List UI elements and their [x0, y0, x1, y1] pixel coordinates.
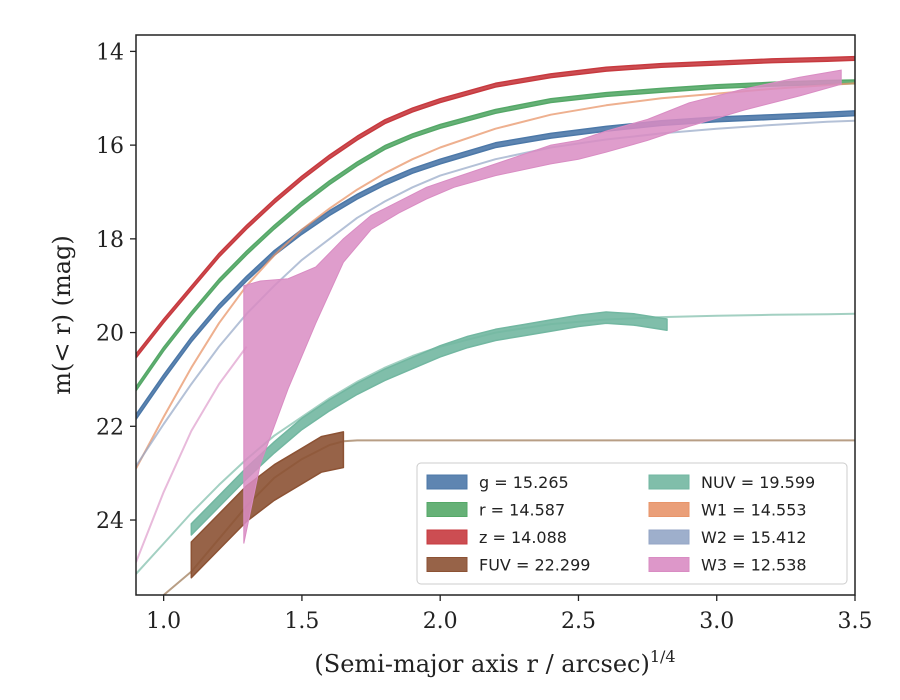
y-tick-label: 20 — [96, 322, 124, 347]
series-w1-14-553 — [136, 82, 855, 469]
legend-swatch — [648, 502, 690, 517]
y-axis-label: m(< r) (mag) — [48, 235, 76, 394]
series-w3-12-538 — [243, 69, 842, 544]
legend-swatch — [426, 529, 468, 545]
legend-entry-nuv-19-599: NUV = 19.599 — [701, 473, 815, 492]
x-tick-label: 3.5 — [838, 609, 873, 634]
legend-entry-z-14-088: z = 14.088 — [479, 528, 567, 547]
y-tick-label: 18 — [96, 228, 124, 253]
axis-ticks: 1.0 1.5 2.0 2.5 3.0 3.5 14 16 18 20 22 24 — [96, 40, 873, 634]
legend-entry-w1-14-553: W1 = 14.553 — [701, 501, 807, 520]
x-tick-label: 1.0 — [146, 609, 181, 634]
legend-box — [416, 462, 848, 585]
y-tick-label: 24 — [96, 509, 124, 534]
legend-swatch — [648, 557, 690, 572]
x-tick-label: 2.5 — [561, 609, 596, 634]
legend: g = 15.265 NUV = 19.599 r = 14.587 W1 = 14.… — [416, 462, 848, 585]
series-z-14-088 — [136, 55, 855, 359]
series-g-15-265 — [136, 110, 855, 421]
y-tick-label: 14 — [96, 40, 124, 65]
legend-swatch — [426, 474, 468, 490]
x-tick-label: 2.0 — [423, 609, 458, 634]
legend-swatch — [648, 529, 690, 545]
series-w2-15-412 — [136, 119, 855, 467]
legend-entry-w2-15-412: W2 = 15.412 — [701, 528, 807, 547]
plot-frame — [135, 34, 856, 596]
series-nuv-19-599 — [136, 312, 855, 575]
y-tick-label: 16 — [96, 134, 124, 159]
legend-swatch — [648, 474, 690, 490]
series-nuv-19-599-measured — [190, 311, 668, 536]
legend-entry-r-14-587: r = 14.587 — [479, 501, 565, 520]
y-tick-label: 22 — [96, 415, 124, 440]
legend-swatch — [426, 557, 468, 572]
x-tick-label: 1.5 — [284, 609, 319, 634]
legend-entry-w3-12-538: W3 = 12.538 — [701, 556, 807, 575]
series-w3-12-538-model — [136, 346, 248, 563]
legend-swatch — [426, 502, 468, 517]
x-tick-label: 3.0 — [699, 609, 734, 634]
series-layer — [136, 55, 855, 595]
legend-entry-g-15-265: g = 15.265 — [479, 473, 569, 492]
series-r-14-587 — [136, 79, 855, 392]
x-axis-label: (Semi-major axis r / arcsec)1/4 — [314, 647, 675, 678]
legend-entry-fuv-22-299: FUV = 22.299 — [479, 556, 590, 575]
